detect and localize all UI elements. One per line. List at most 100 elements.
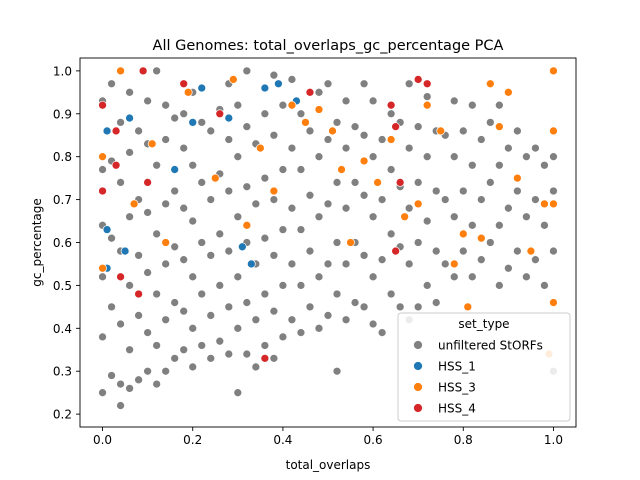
data-point [188, 216, 198, 226]
data-point [359, 79, 369, 89]
data-point [183, 87, 193, 97]
data-point [224, 135, 234, 144]
data-point [170, 165, 180, 174]
data-point [377, 195, 387, 204]
data-point [125, 87, 134, 97]
data-point [188, 272, 198, 282]
data-point [170, 353, 180, 363]
data-point [323, 135, 333, 144]
data-point [431, 298, 441, 307]
data-point [549, 126, 558, 136]
data-point [522, 272, 531, 282]
data-point [179, 306, 189, 316]
data-point [314, 272, 324, 282]
data-point [98, 388, 107, 398]
data-point [323, 311, 333, 320]
data-point [531, 255, 540, 265]
data-point [260, 289, 270, 299]
data-point [549, 298, 558, 307]
data-point [476, 195, 486, 204]
data-point [125, 281, 134, 290]
data-point [359, 130, 369, 140]
data-point [107, 302, 116, 312]
data-point [549, 246, 558, 256]
legend-marker [413, 361, 423, 371]
data-point [98, 165, 107, 174]
data-point [152, 229, 162, 239]
data-point [233, 272, 243, 282]
data-point [260, 173, 270, 183]
x-axis: 0.0 0.2 0.4 0.6 0.8 1.0 [93, 427, 563, 447]
data-point [494, 160, 504, 170]
data-point [467, 160, 477, 170]
x-axis-label: total_overlaps [286, 458, 371, 472]
data-point [404, 143, 414, 153]
data-point [179, 255, 189, 265]
data-point [116, 66, 125, 76]
data-point [341, 143, 351, 153]
data-point [111, 160, 121, 170]
data-point [107, 371, 116, 380]
data-point [206, 353, 216, 363]
x-tick-label: 1.0 [544, 433, 563, 447]
data-point [197, 289, 207, 299]
data-point [314, 212, 324, 222]
data-point [368, 96, 378, 106]
data-point [549, 186, 558, 196]
data-point [215, 281, 225, 290]
x-tick-label: 0.8 [454, 433, 473, 447]
data-point [98, 263, 107, 273]
data-point [256, 143, 265, 153]
data-point [161, 135, 171, 144]
data-point [476, 233, 486, 243]
data-point [332, 366, 342, 376]
data-point [287, 75, 297, 84]
data-point [463, 302, 473, 312]
data-point [170, 186, 180, 196]
data-point [296, 165, 306, 174]
data-point [98, 100, 107, 110]
data-point [125, 384, 134, 393]
legend-label: unfiltered StORFs [438, 339, 543, 353]
data-point [404, 259, 414, 269]
data-point [296, 281, 306, 290]
data-point [242, 66, 252, 76]
data-point [413, 302, 423, 312]
data-point [467, 100, 477, 110]
data-point [368, 272, 378, 282]
data-point [179, 345, 189, 355]
data-point [476, 255, 486, 265]
data-point [513, 246, 522, 256]
data-point [431, 186, 441, 196]
data-point [413, 122, 423, 132]
data-point [179, 143, 189, 153]
data-point [422, 79, 432, 89]
x-tick-label: 0.2 [183, 433, 202, 447]
data-point [147, 139, 157, 149]
data-point [242, 349, 252, 359]
data-point [540, 160, 549, 170]
data-point [107, 233, 116, 243]
data-point [368, 319, 378, 329]
data-point [134, 289, 143, 299]
data-point [278, 281, 288, 290]
data-point [210, 173, 220, 183]
data-point [188, 118, 198, 127]
data-point [143, 268, 152, 277]
data-point [391, 122, 400, 132]
data-point [540, 220, 549, 230]
data-point [332, 118, 342, 127]
data-point [197, 178, 207, 187]
data-point [152, 341, 162, 350]
data-point [467, 220, 477, 230]
data-point [391, 246, 400, 256]
data-point [224, 186, 234, 196]
data-point [269, 195, 279, 204]
data-point [373, 178, 382, 187]
data-point [197, 118, 207, 127]
legend-marker [413, 340, 423, 350]
data-point [359, 190, 369, 200]
data-point [413, 199, 423, 209]
x-tick-label: 0.0 [93, 433, 112, 447]
